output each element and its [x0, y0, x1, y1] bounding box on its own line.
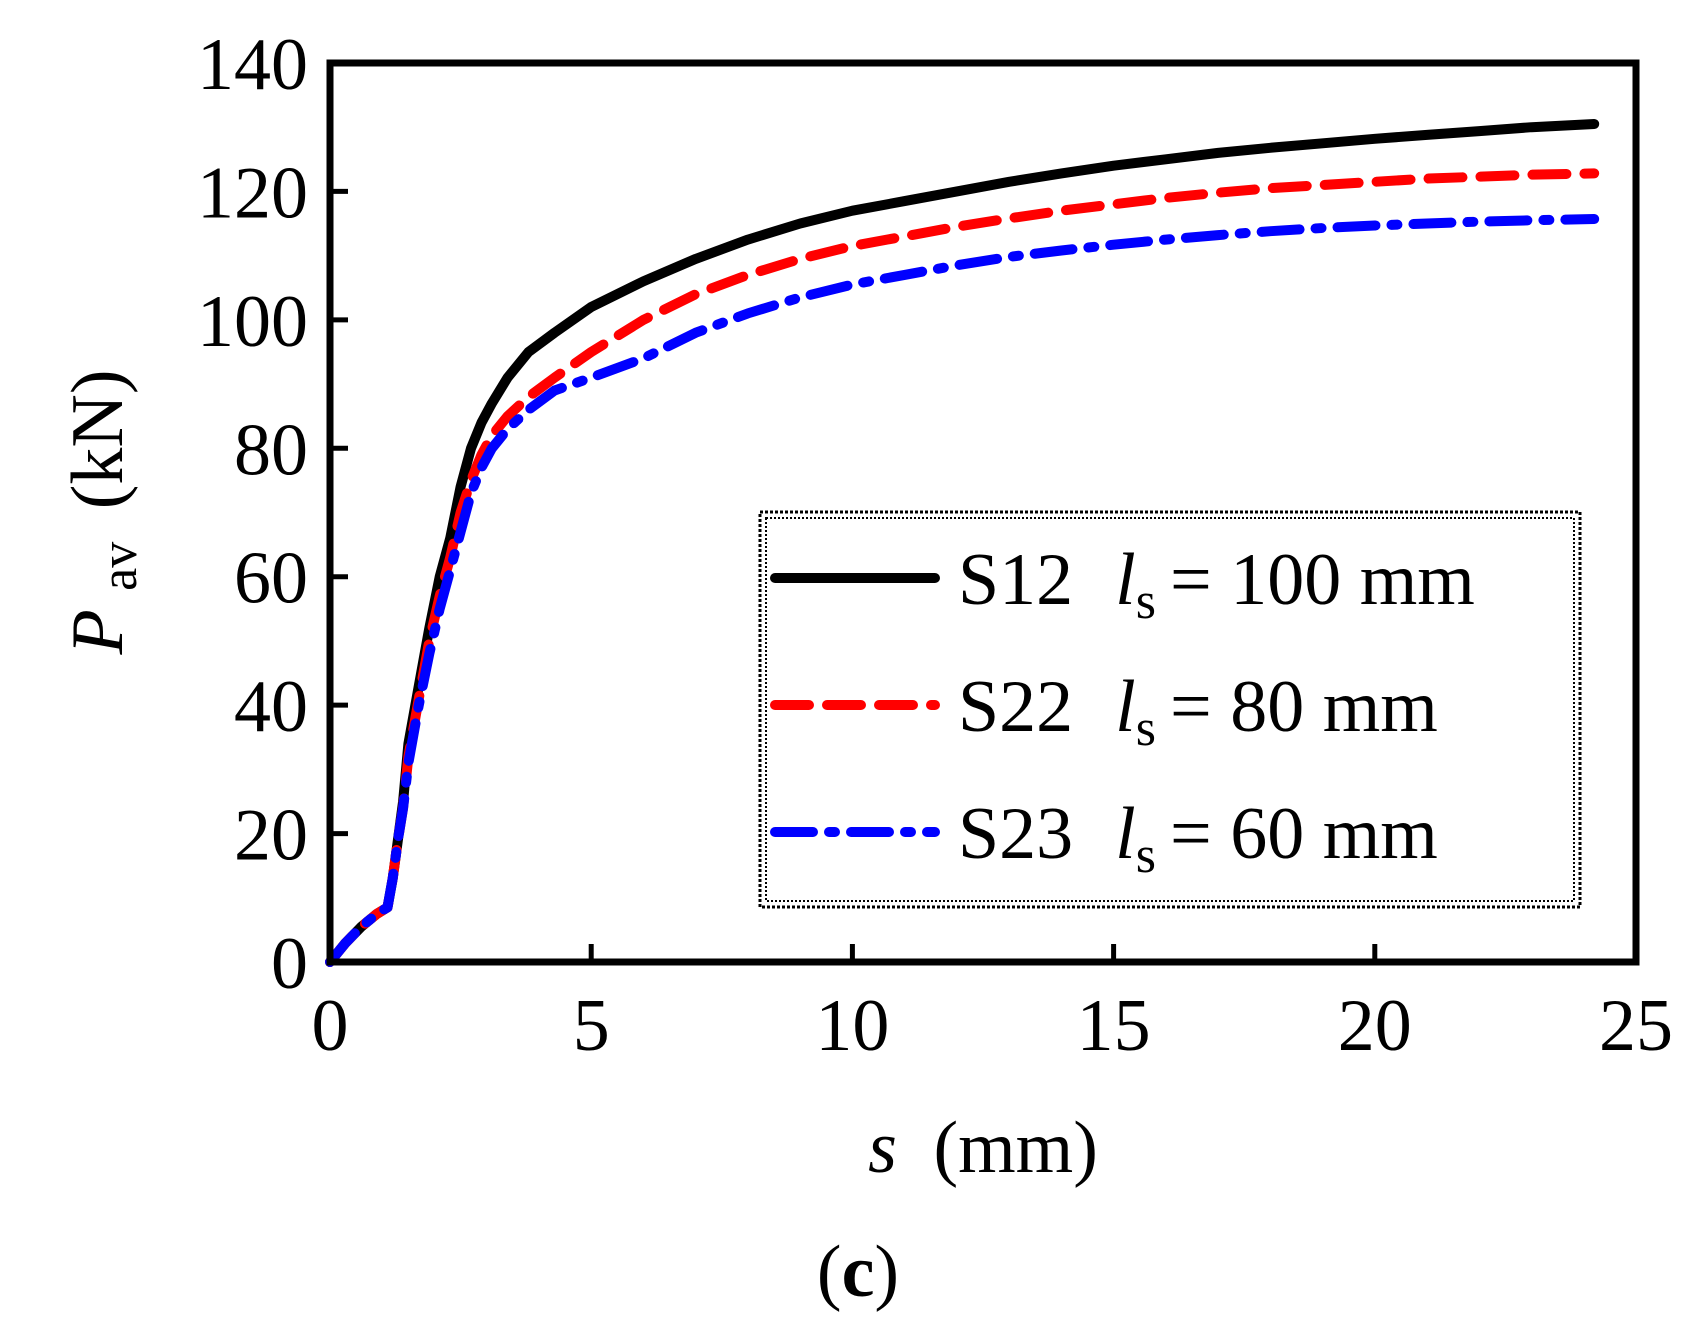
series-lines: [325, 119, 1600, 967]
x-tick-label: 20: [1338, 985, 1412, 1067]
legend-box-inner: [765, 517, 1575, 902]
legend-label: S12 ls = 100 mm: [958, 539, 1475, 630]
x-tick-label: 5: [573, 985, 610, 1067]
x-axis-title: s (mm): [868, 1107, 1098, 1189]
y-tick-label: 120: [197, 152, 308, 234]
legend-subscript: s: [1136, 827, 1156, 884]
legend-symbol: l: [1115, 539, 1136, 621]
y-axis-tick-labels: 0 20 40 60 80 100 120 140: [197, 24, 308, 1005]
x-tick-label: 15: [1077, 985, 1151, 1067]
y-tick-label: 20: [234, 795, 308, 877]
x-axis-tick-labels: 0 5 10 15 20 25: [312, 985, 1674, 1067]
y-tick-label: 100: [197, 281, 308, 363]
x-tick-label: 25: [1599, 985, 1673, 1067]
y-tick-label: 40: [234, 666, 308, 748]
legend-series-name: S12: [958, 539, 1073, 621]
legend-symbol: l: [1115, 666, 1136, 748]
legend-subscript: s: [1136, 700, 1156, 757]
y-tick-label: 80: [234, 409, 308, 491]
legend-label: S23 ls = 60 mm: [958, 793, 1438, 884]
legend-item-s22: S22 ls = 80 mm: [770, 666, 1438, 757]
y-axis-subscript: av: [91, 542, 148, 591]
y-axis-symbol: P: [57, 609, 139, 655]
x-tick-label: 0: [312, 985, 349, 1067]
y-tick-label: 0: [271, 923, 308, 1005]
y-tick-label: 60: [234, 538, 308, 620]
legend-value: = 60 mm: [1170, 793, 1438, 875]
legend-series-name: S22: [958, 666, 1073, 748]
legend-subscript: s: [1136, 573, 1156, 630]
legend-value: = 80 mm: [1170, 666, 1438, 748]
plot-frame: [326, 59, 1640, 966]
x-axis-symbol: s: [868, 1107, 897, 1189]
legend-value: = 100 mm: [1170, 539, 1475, 621]
legend-series-name: S23: [958, 793, 1073, 875]
legend-item-s23: S23 ls = 60 mm: [770, 793, 1438, 884]
x-tick-label: 10: [815, 985, 889, 1067]
y-axis-title: P av (kN): [57, 369, 153, 655]
y-axis-unit: (kN): [57, 369, 139, 509]
legend-item-s12: S12 ls = 100 mm: [770, 539, 1475, 630]
legend-label: S22 ls = 80 mm: [958, 666, 1438, 757]
y-tick-label: 140: [197, 24, 308, 106]
x-axis-unit: (mm): [933, 1107, 1097, 1189]
series-line-s23: [325, 214, 1600, 967]
legend-symbol: l: [1115, 793, 1136, 875]
panel-label: (c): [817, 1231, 899, 1313]
